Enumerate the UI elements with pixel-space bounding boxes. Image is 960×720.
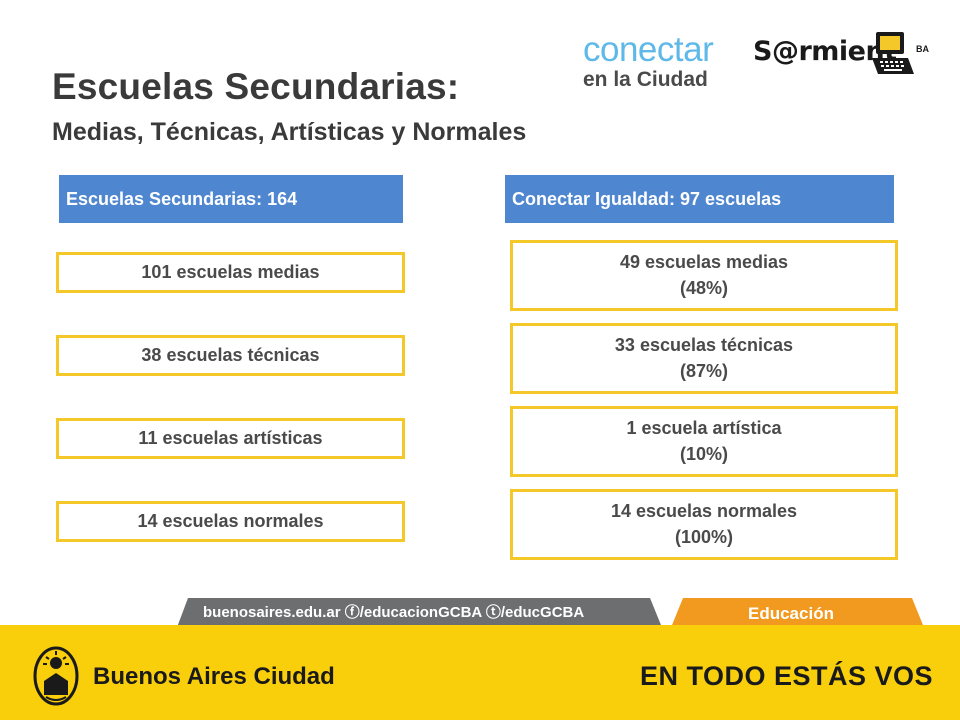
sarmiento-logo-sub: BA: [916, 44, 929, 54]
right-item-normales: 14 escuelas normales (100%): [510, 489, 898, 560]
list-item-label: 49 escuelas medias: [619, 252, 789, 273]
left-item-tecnicas: 38 escuelas técnicas: [56, 335, 405, 376]
brand-name: Buenos Aires Ciudad: [93, 663, 335, 690]
footer-bar: [0, 625, 960, 720]
conectar-igualdad-header: Conectar Igualdad: 97 escuelas: [505, 175, 894, 223]
list-item-label: 1 escuela artística: [626, 418, 782, 439]
left-item-medias: 101 escuelas medias: [56, 252, 405, 293]
footer-section-label: Educación: [748, 604, 834, 623]
slogan: EN TODO ESTÁS VOS: [640, 661, 934, 691]
footer-links[interactable]: buenosaires.edu.ar ⓕ/educacionGCBA ⓣ/edu…: [203, 604, 585, 621]
list-item-percent: (10%): [679, 443, 728, 464]
list-item: 11 escuelas artísticas: [138, 427, 323, 448]
city-seal-icon: [33, 646, 79, 706]
left-item-normales: 14 escuelas normales: [56, 501, 405, 542]
list-item-percent: (100%): [674, 526, 734, 547]
left-item-artisticas: 11 escuelas artísticas: [56, 418, 405, 459]
list-item: 14 escuelas normales: [137, 510, 324, 531]
list-item-percent: (48%): [679, 277, 728, 298]
page-subtitle: Medias, Técnicas, Artísticas y Normales: [52, 118, 527, 146]
right-item-artisticas: 1 escuela artística (10%): [510, 406, 898, 477]
list-item: 101 escuelas medias: [141, 261, 320, 282]
sarmiento-logo-text: S@rmient: [753, 36, 897, 67]
schools-total-header: Escuelas Secundarias: 164: [59, 175, 403, 223]
laptop-icon: [872, 32, 914, 74]
conectar-logo-line1: conectar: [583, 30, 714, 69]
right-item-tecnicas: 33 escuelas técnicas (87%): [510, 323, 898, 394]
list-item-percent: (87%): [679, 360, 728, 381]
conectar-logo-line2: en la Ciudad: [583, 68, 708, 91]
right-item-medias: 49 escuelas medias (48%): [510, 240, 898, 311]
page-title: Escuelas Secundarias:: [52, 66, 460, 107]
list-item-label: 14 escuelas normales: [610, 501, 798, 522]
list-item-label: 33 escuelas técnicas: [614, 335, 794, 356]
list-item: 38 escuelas técnicas: [141, 344, 320, 365]
sarmiento-logo: S@rmient BA: [753, 28, 943, 80]
conectar-logo: conectar en la Ciudad: [583, 30, 714, 91]
footer-tabs: [176, 598, 925, 630]
